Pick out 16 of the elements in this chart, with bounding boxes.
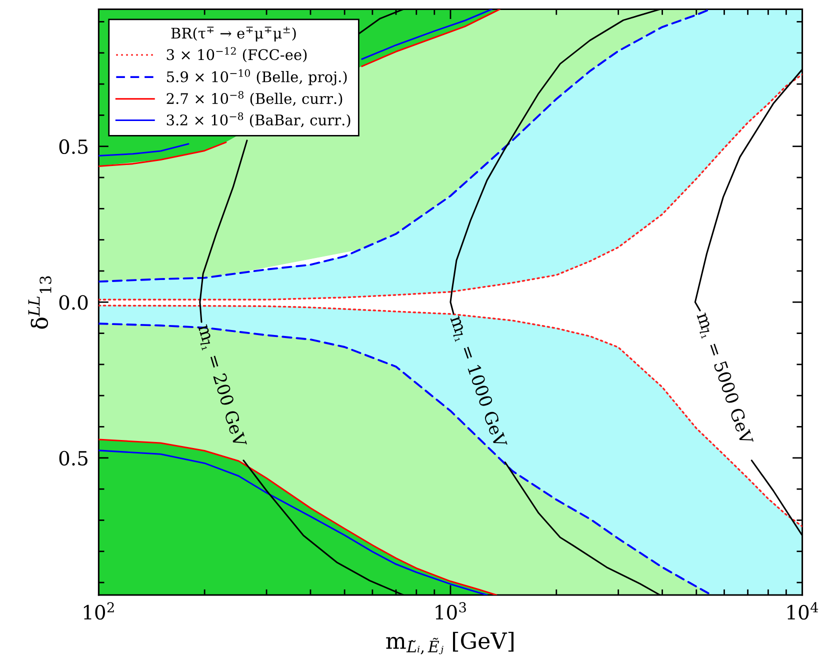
text: BR(τ$^{∓}$ → e$^{∓}$μ$^{∓}$μ$^{±}$) [171,26,296,42]
y-tick-label: 0.5 [59,450,88,466]
legend-label: 5.9 × 10$^{−10}$ (Belle, proj.) [167,69,347,86]
x-tick-label: 10$^{4}$ [788,602,818,620]
annotation: m$_{l̃₁}$ = 5000 GeV [694,311,754,446]
y-tick-label: 0.0 [59,295,88,310]
y-axis-title: δ$^{LL}$$_{13}$ [28,276,52,329]
legend-label: 3.2 × 10$^{−8}$ (BaBar, curr.) [166,112,350,128]
legend-label: 3 × 10$^{−12}$ (FCC-ee) [166,47,307,62]
annotation: m$_{l̃₁}$ = 1000 GeV [448,314,508,450]
x-axis-title: m$_{L̃ᵢ,Ẽⱼ}$ [GeV] [386,632,514,654]
x-tick-label: 10$^{2}$ [84,602,114,620]
x-tick-label: 10$^{3}$ [436,602,466,620]
annotation: m$_{l̃₁}$ = 200 GeV [195,323,248,449]
y-tick-label: 0.5 [59,139,88,154]
legend-label: 2.7 × 10$^{−8}$ (Belle, curr.) [166,90,342,106]
